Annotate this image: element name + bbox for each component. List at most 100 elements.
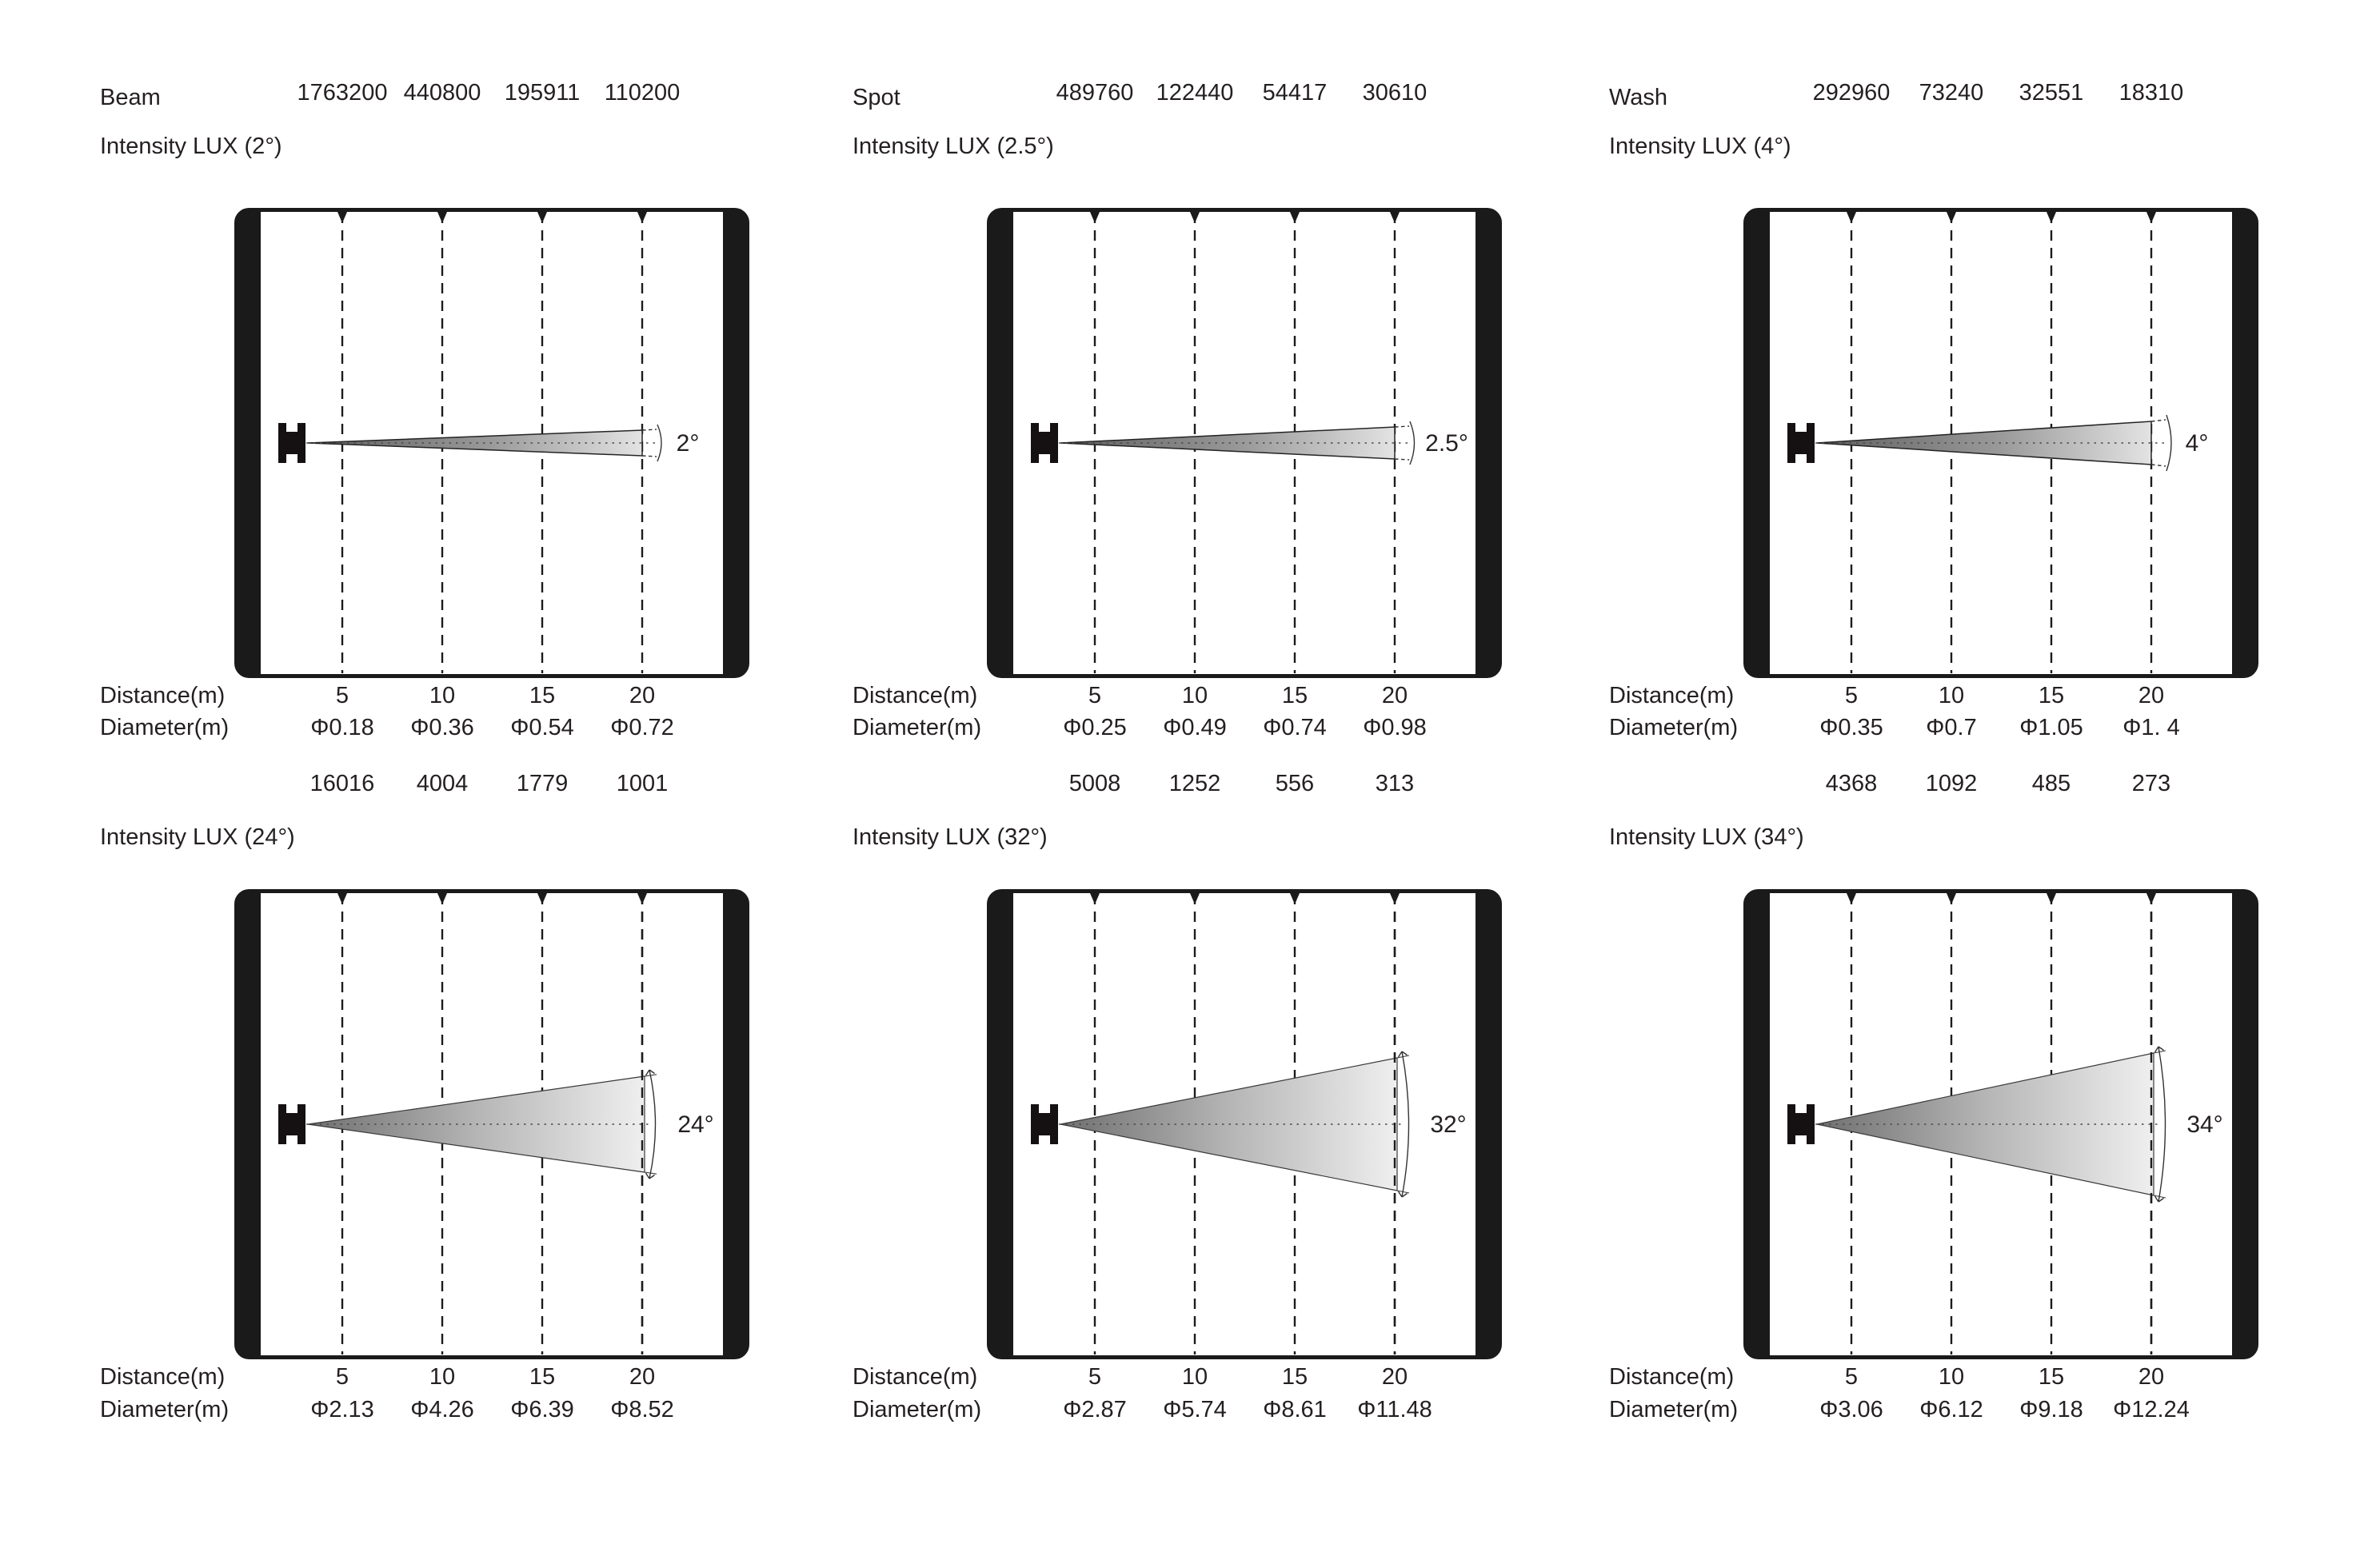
diameter-value: Φ0.35 [1819,715,1883,740]
intensity-value: 1001 [616,771,669,796]
intensity-value: 273 [2131,771,2171,796]
beam-cone-diagram: 2° [234,208,749,678]
diameter-row-label: Diameter(m) [1609,1397,1739,1422]
right-wall [723,209,748,676]
diameter-value: Φ4.26 [410,1397,474,1422]
panel-category-title: Beam [100,85,161,110]
distance-row: Distance(m) 5 10 15 20 [100,683,804,710]
right-wall [2232,209,2257,676]
intensity-value: 4368 [1825,771,1878,796]
intensity-value: 1252 [1168,771,1221,796]
diameter-value: Φ1.05 [2019,715,2083,740]
diameter-row-label: Diameter(m) [100,715,230,740]
distance-row: Distance(m) 5 10 15 20 [100,1364,804,1391]
intensity-value: 313 [1375,771,1415,796]
distance-value: 10 [1938,1364,1965,1390]
intensity-value: 489760 [1056,80,1134,106]
intensity-value: 440800 [403,80,481,106]
beam-cone [1060,426,1396,460]
distance-row-label: Distance(m) [853,1364,978,1390]
diameter-value: Φ8.61 [1263,1397,1327,1422]
distance-value: 5 [1844,1364,1859,1390]
intensity-lux-label: Intensity LUX (2.5°) [853,134,1054,159]
diameter-value: Φ2.13 [310,1397,374,1422]
beam-tip-dashed [641,429,657,457]
intensity-value: 1779 [516,771,569,796]
distance-value: 5 [1088,1364,1102,1390]
beam-cone [307,429,643,457]
intensity-value: 54417 [1262,80,1328,106]
beam-angle-label: 4° [2186,430,2209,457]
distance-row-label: Distance(m) [1609,683,1735,708]
intensity-value: 110200 [604,80,681,106]
distance-value: 20 [2138,683,2165,708]
angle-arc [645,1069,657,1179]
distance-value: 20 [629,683,656,708]
left-wall [988,891,1013,1358]
distance-value: 15 [1281,1364,1308,1390]
distance-value: 15 [2038,1364,2065,1390]
angle-arc [2166,414,2172,472]
diameter-value: Φ0.36 [410,715,474,740]
panel-wash-4deg: Wash Intensity LUX (4°) 292960 73240 325… [1609,80,2313,769]
beam-tip-dashed [1394,425,1410,461]
diameter-row-label: Diameter(m) [853,715,982,740]
fixture-icon [1787,1104,1815,1144]
diameter-value: Φ0.49 [1163,715,1227,740]
intensity-value: 32551 [2019,80,2084,106]
intensity-value: 30610 [1362,80,1428,106]
beam-cone [1816,421,2152,465]
distance-value: 15 [529,1364,556,1390]
intensity-value: 16016 [309,771,375,796]
diameter-row: Diameter(m) Φ0.18 Φ0.36 Φ0.54 Φ0.72 [100,715,804,742]
diameter-value: Φ0.74 [1263,715,1327,740]
distance-row: Distance(m) 5 10 15 20 [1609,1364,2313,1391]
distance-value: 5 [335,683,349,708]
beam-cone-diagram: 32° [987,889,1502,1359]
beam-angle-label: 2° [677,430,700,457]
intensity-value: 122440 [1156,80,1234,106]
intensity-value: 4004 [416,771,469,796]
diameter-value: Φ0.98 [1363,715,1427,740]
diameter-value: Φ0.25 [1063,715,1127,740]
beam-cone-diagram: 24° [234,889,749,1359]
right-wall [1476,209,1500,676]
left-wall [236,891,261,1358]
beam-angle-label: 32° [1430,1111,1466,1138]
beam-cone-diagram: 2.5° [987,208,1502,678]
intensity-lux-label: Intensity LUX (34°) [1609,824,1804,850]
intensity-value: 485 [2031,771,2071,796]
intensity-lux-label: Intensity LUX (2°) [100,134,282,159]
panel-32deg: Intensity LUX (32°) 5008 1252 556 313 32… [853,771,1556,1460]
diameter-row-label: Diameter(m) [853,1397,982,1422]
diameter-value: Φ0.18 [310,715,374,740]
left-wall [988,209,1013,676]
distance-row-label: Distance(m) [100,683,226,708]
distance-value: 20 [1381,683,1408,708]
distance-row: Distance(m) 5 10 15 20 [853,1364,1556,1391]
intensity-value: 18310 [2118,80,2184,106]
distance-value: 15 [2038,683,2065,708]
angle-arc [1409,421,1416,465]
beam-cone-diagram: 34° [1743,889,2258,1359]
fixture-icon [1031,1104,1058,1144]
left-wall [1745,209,1770,676]
distance-value: 10 [429,683,456,708]
diameter-value: Φ11.48 [1357,1397,1432,1422]
diameter-value: Φ9.18 [2019,1397,2083,1422]
distance-row: Distance(m) 5 10 15 20 [1609,683,2313,710]
fixture-icon [278,423,305,463]
diameter-row-label: Diameter(m) [100,1397,230,1422]
intensity-value: 195911 [504,80,581,106]
distance-value: 10 [1181,683,1208,708]
distance-value: 10 [1938,683,1965,708]
diameter-value: Φ6.12 [1919,1397,1983,1422]
intensity-value: 5008 [1068,771,1121,796]
distance-value: 15 [529,683,556,708]
right-wall [2232,891,2257,1358]
distance-value: 5 [335,1364,349,1390]
right-wall [723,891,748,1358]
diameter-row-label: Diameter(m) [1609,715,1739,740]
intensity-value: 1092 [1925,771,1978,796]
